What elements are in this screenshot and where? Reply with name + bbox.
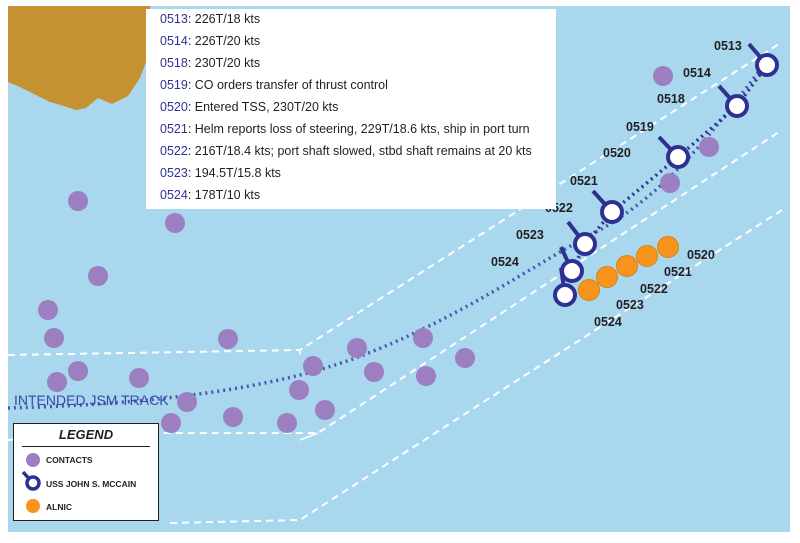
track-label: INTENDED JSM TRACK bbox=[14, 392, 169, 408]
alnic-marker bbox=[657, 236, 679, 258]
alnic-marker bbox=[578, 279, 600, 301]
alnic-marker bbox=[596, 266, 618, 288]
mccain-positions bbox=[553, 42, 779, 307]
timeline-text: : 194.5T/15.8 kts bbox=[187, 166, 281, 180]
contact-marker bbox=[223, 407, 243, 427]
contact-marker bbox=[289, 380, 309, 400]
legend-divider bbox=[22, 446, 150, 447]
mccain-label: 0513 bbox=[714, 39, 742, 53]
contact-marker bbox=[38, 300, 58, 320]
contact-marker bbox=[416, 366, 436, 386]
legend-label-mccain: USS JOHN S. MCCAIN bbox=[46, 479, 137, 489]
contact-marker bbox=[165, 213, 185, 233]
contact-marker bbox=[660, 173, 680, 193]
contact-symbol bbox=[26, 453, 40, 467]
contact-marker bbox=[277, 413, 297, 433]
timeline-text: : 178T/10 kts bbox=[187, 188, 261, 202]
mccain-label: 0523 bbox=[516, 228, 544, 242]
timeline-text: : CO orders transfer of thrust control bbox=[187, 78, 388, 92]
alnic-label: 0522 bbox=[640, 282, 668, 296]
timeline-box: 0513: 226T/18 kts 0514: 226T/20 kts 0518… bbox=[146, 9, 556, 209]
intended-track bbox=[7, 68, 762, 410]
mccain-marker bbox=[717, 84, 749, 118]
timeline-text: : 226T/18 kts bbox=[187, 12, 261, 26]
timeline-entry: 0519: CO orders transfer of thrust contr… bbox=[160, 78, 388, 92]
tss-boundaries bbox=[299, 350, 319, 441]
contact-marker bbox=[161, 413, 181, 433]
timeline-entry: 0521: Helm reports loss of steering, 229… bbox=[160, 122, 530, 136]
timeline-entry: 0523: 194.5T/15.8 kts bbox=[160, 166, 281, 180]
contact-marker bbox=[413, 328, 433, 348]
timeline-text: : Helm reports loss of steering, 229T/18… bbox=[187, 122, 530, 136]
alnic-label: 0521 bbox=[664, 265, 692, 279]
contact-marker bbox=[455, 348, 475, 368]
timeline-time: 0518 bbox=[160, 56, 188, 70]
timeline-time: 0524 bbox=[160, 188, 188, 202]
mccain-marker bbox=[657, 135, 690, 169]
mccain-symbol bbox=[21, 470, 41, 491]
timeline-entry: 0522: 216T/18.4 kts; port shaft slowed, … bbox=[160, 144, 532, 158]
timeline-entry: 0514: 226T/20 kts bbox=[160, 34, 260, 48]
contact-marker bbox=[129, 368, 149, 388]
contact-marker bbox=[315, 400, 335, 420]
contact-marker bbox=[68, 191, 88, 211]
alnic-marker bbox=[616, 255, 638, 277]
timeline-entry: 0524: 178T/10 kts bbox=[160, 188, 260, 202]
timeline-time: 0514 bbox=[160, 34, 188, 48]
mccain-label: 0514 bbox=[683, 66, 711, 80]
mccain-marker bbox=[747, 42, 779, 77]
timeline-text: : 216T/18.4 kts; port shaft slowed, stbd… bbox=[187, 144, 532, 158]
contact-marker bbox=[218, 329, 238, 349]
legend-label-alnic: ALNIC bbox=[46, 502, 72, 512]
alnic-label: 0520 bbox=[687, 248, 715, 262]
alnic-label: 0524 bbox=[594, 315, 622, 329]
mccain-marker bbox=[566, 220, 597, 256]
timeline-time: 0522 bbox=[160, 144, 188, 158]
land-area bbox=[8, 6, 150, 110]
timeline-text: : 230T/20 kts bbox=[187, 56, 261, 70]
timeline-entry: 0518: 230T/20 kts bbox=[160, 56, 260, 70]
contact-marker bbox=[347, 338, 367, 358]
contact-marker bbox=[699, 137, 719, 157]
timeline-time: 0520 bbox=[160, 100, 188, 114]
mccain-label: 0520 bbox=[603, 146, 631, 160]
alnic-symbol bbox=[26, 499, 40, 513]
mccain-marker bbox=[553, 267, 577, 307]
legend-title: LEGEND bbox=[58, 427, 114, 442]
timeline-text: : 226T/20 kts bbox=[187, 34, 261, 48]
legend-label-contacts: CONTACTS bbox=[46, 455, 93, 465]
contact-marker bbox=[68, 361, 88, 381]
contact-marker bbox=[47, 372, 67, 392]
alnic-label: 0523 bbox=[616, 298, 644, 312]
contact-marker bbox=[364, 362, 384, 382]
timeline-entry: 0513: 226T/18 kts bbox=[160, 12, 260, 26]
timeline-time: 0521 bbox=[160, 122, 188, 136]
timeline-entry: 0520: Entered TSS, 230T/20 kts bbox=[160, 100, 338, 114]
mccain-label: 0521 bbox=[570, 174, 598, 188]
contact-marker bbox=[303, 356, 323, 376]
contact-marker bbox=[88, 266, 108, 286]
legend: LEGEND CONTACTS USS JOHN S. MCCAIN ALNIC bbox=[13, 423, 159, 521]
alnic-marker bbox=[636, 245, 658, 267]
contact-marker bbox=[44, 328, 64, 348]
mccain-label: 0524 bbox=[491, 255, 519, 269]
timeline-time: 0523 bbox=[160, 166, 188, 180]
mccain-label: 0518 bbox=[657, 92, 685, 106]
timeline-time: 0519 bbox=[160, 78, 188, 92]
contact-marker bbox=[653, 66, 673, 86]
alnic-positions bbox=[578, 236, 679, 301]
mccain-label: 0519 bbox=[626, 120, 654, 134]
legend-symbols bbox=[21, 453, 41, 513]
timeline-time: 0513 bbox=[160, 12, 188, 26]
timeline-text: : Entered TSS, 230T/20 kts bbox=[187, 100, 339, 114]
mccain-marker bbox=[591, 189, 624, 224]
contact-marker bbox=[177, 392, 197, 412]
contacts bbox=[38, 66, 719, 433]
